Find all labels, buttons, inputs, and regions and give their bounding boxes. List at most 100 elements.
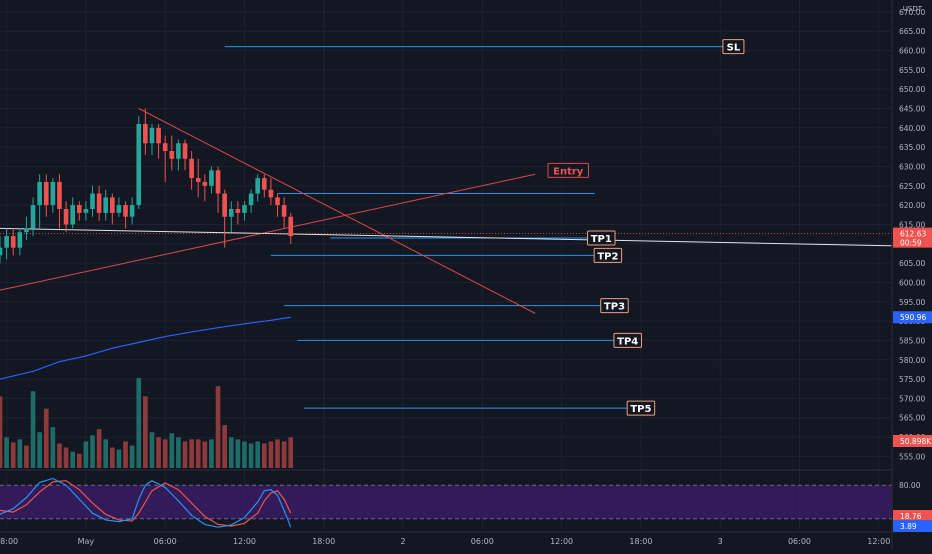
candle	[182, 139, 188, 171]
level-label-tp5[interactable]: TP5	[626, 400, 656, 416]
price-tick-label: 570.00	[899, 394, 925, 403]
volume-bar	[76, 453, 82, 468]
oscillator-pane	[0, 469, 932, 528]
candle-body	[63, 209, 69, 225]
candle-body	[288, 216, 294, 237]
level-label-tp1[interactable]: TP1	[587, 230, 616, 246]
oscillator-k-tag: 18.76	[893, 510, 932, 522]
candle	[149, 123, 155, 155]
candle	[129, 197, 135, 225]
volume-bar	[195, 439, 201, 468]
candle-body	[83, 209, 89, 213]
level-label-tp4[interactable]: TP4	[613, 332, 642, 348]
candle	[24, 216, 29, 240]
volume-bar	[103, 439, 109, 468]
candle-body	[0, 247, 3, 256]
volume-bar	[57, 443, 62, 468]
volume-bar	[30, 391, 36, 468]
time-axis-label: 18:00	[312, 537, 335, 546]
horizontal-ray-line[interactable]	[0, 227, 893, 247]
currency-label: USDT	[903, 5, 923, 13]
level-label-sl[interactable]: SL	[722, 39, 745, 55]
level-label-text: TP5	[630, 404, 651, 415]
candle	[176, 139, 181, 171]
level-label-tp2[interactable]: TP2	[593, 247, 623, 263]
candle	[4, 228, 9, 260]
candle-body	[24, 228, 29, 233]
volume-value-tag-bg	[893, 435, 932, 447]
candle-body	[261, 178, 267, 190]
candle	[261, 174, 267, 198]
candle	[156, 123, 161, 159]
oscillator-d-tag-bg	[893, 520, 932, 532]
time-axis-label: 12:00	[867, 537, 890, 546]
trendline-down[interactable]	[138, 108, 536, 314]
level-label-box	[613, 332, 642, 348]
candle	[242, 201, 247, 221]
candle	[17, 228, 23, 256]
level-label-tp3[interactable]: TP3	[600, 298, 629, 314]
volume-bar	[222, 425, 227, 468]
time-axis-label: 18:00	[629, 537, 652, 546]
candle	[209, 166, 214, 194]
candle-body	[189, 158, 194, 179]
grid	[0, 0, 892, 530]
candle-body	[96, 193, 102, 213]
candle	[70, 197, 75, 229]
volume-bar	[182, 441, 188, 468]
volume-bar	[242, 441, 247, 468]
ma-value-tag-bg	[893, 311, 932, 324]
time-axis-label: 06:00	[154, 537, 177, 546]
candle-body	[275, 197, 280, 206]
volume-bar	[268, 441, 274, 468]
candle-body	[215, 170, 221, 194]
volume-value-tag: 50.898K	[893, 435, 932, 447]
candle-body	[30, 205, 36, 229]
level-label-text: Entry	[553, 166, 584, 177]
level-label-entry[interactable]: Entry	[547, 162, 589, 178]
volume-bar	[149, 432, 155, 468]
volume-bar	[24, 445, 29, 468]
price-tick-label: 605.00	[899, 259, 925, 268]
volume-bar	[228, 437, 234, 468]
candle-body	[57, 181, 62, 210]
candle-body	[103, 197, 109, 213]
candle	[195, 158, 201, 198]
candle-body	[10, 236, 16, 248]
volume-bar	[209, 439, 214, 468]
volume-bar	[129, 445, 135, 468]
price-tick-label: 620.00	[899, 201, 925, 210]
price-tick-label: 660.00	[899, 47, 925, 56]
volume-bar	[4, 437, 9, 468]
volume-bar	[156, 437, 161, 468]
volume-bar	[70, 451, 75, 468]
price-tick-label: 650.00	[899, 85, 925, 94]
candle-body	[110, 197, 115, 213]
candle-body	[90, 193, 95, 210]
volume-bar	[110, 447, 115, 468]
current-price-tag-text: 612.63	[900, 230, 926, 239]
current-price-tag-bg	[893, 227, 932, 248]
level-label-box	[626, 400, 656, 416]
level-label-box	[722, 39, 745, 55]
candle	[235, 201, 241, 225]
volume-bar	[275, 439, 280, 468]
price-tick-label: 595.00	[899, 298, 925, 307]
time-axis-label: 12:00	[550, 537, 573, 546]
candle-body	[235, 209, 241, 213]
current-price-tag-subtext: 00:59	[900, 239, 922, 248]
volume-bar	[235, 439, 241, 468]
oscillator-k-tag-bg	[893, 510, 932, 522]
candle-body	[116, 205, 122, 213]
volume-bar	[17, 439, 23, 468]
candle	[103, 189, 109, 221]
candle	[10, 228, 16, 256]
trendline-up[interactable]	[0, 173, 536, 291]
candle-body	[136, 123, 142, 206]
candle	[202, 174, 208, 202]
candle	[43, 174, 49, 217]
candle	[275, 193, 280, 217]
volume-bar	[143, 396, 148, 468]
